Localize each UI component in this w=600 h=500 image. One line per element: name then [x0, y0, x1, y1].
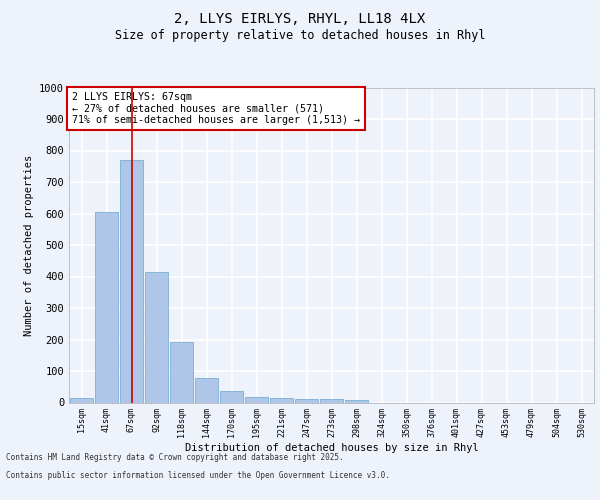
- Bar: [170, 342, 193, 402]
- Text: 2, LLYS EIRLYS, RHYL, LL18 4LX: 2, LLYS EIRLYS, RHYL, LL18 4LX: [175, 12, 425, 26]
- Bar: [295, 399, 318, 402]
- Bar: [270, 398, 293, 402]
- Bar: [245, 397, 268, 402]
- Text: 2 LLYS EIRLYS: 67sqm
← 27% of detached houses are smaller (571)
71% of semi-deta: 2 LLYS EIRLYS: 67sqm ← 27% of detached h…: [71, 92, 359, 126]
- Text: Contains HM Land Registry data © Crown copyright and database right 2025.: Contains HM Land Registry data © Crown c…: [6, 452, 344, 462]
- Y-axis label: Number of detached properties: Number of detached properties: [23, 154, 34, 336]
- Bar: [120, 160, 143, 402]
- Bar: [220, 391, 243, 402]
- Bar: [145, 272, 168, 402]
- Bar: [70, 398, 93, 402]
- Bar: [320, 399, 343, 402]
- Bar: [345, 400, 368, 402]
- Text: Size of property relative to detached houses in Rhyl: Size of property relative to detached ho…: [115, 29, 485, 42]
- Bar: [95, 212, 118, 402]
- X-axis label: Distribution of detached houses by size in Rhyl: Distribution of detached houses by size …: [185, 443, 478, 453]
- Bar: [195, 378, 218, 402]
- Text: Contains public sector information licensed under the Open Government Licence v3: Contains public sector information licen…: [6, 471, 390, 480]
